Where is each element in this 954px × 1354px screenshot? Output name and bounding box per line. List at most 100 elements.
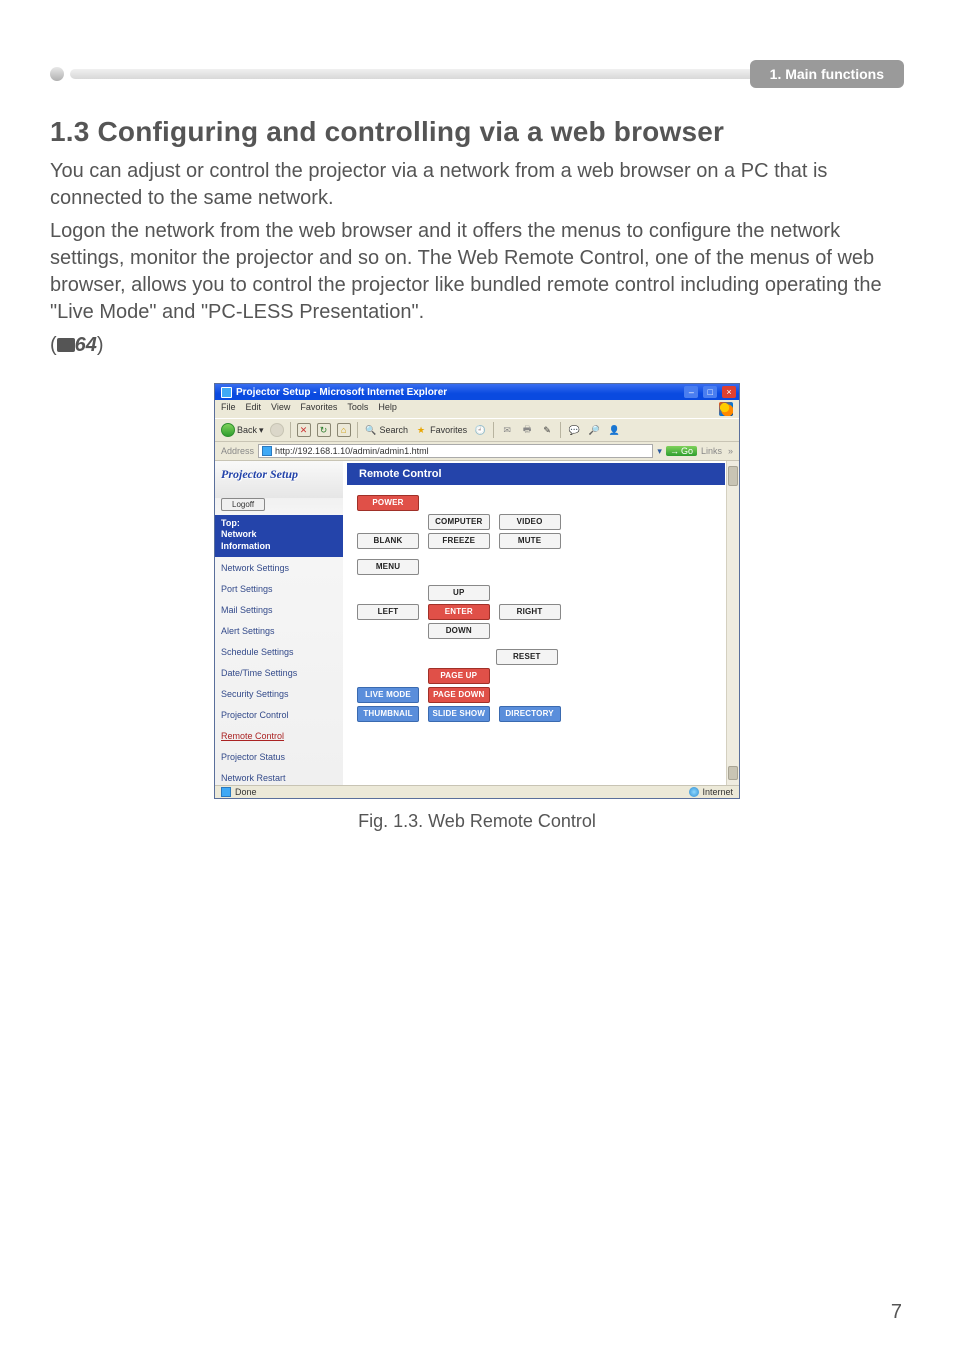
internet-zone-icon — [689, 787, 699, 797]
address-bar: Address http://192.168.1.10/admin/admin1… — [215, 442, 739, 461]
mute-button[interactable]: MUTE — [499, 533, 561, 549]
back-label: Back — [237, 425, 257, 435]
menu-help[interactable]: Help — [378, 402, 397, 416]
browser-window: Projector Setup - Microsoft Internet Exp… — [214, 383, 740, 799]
sidebar-item-network-restart[interactable]: Network Restart — [215, 767, 343, 788]
sidebar-top-line: Top: — [221, 518, 337, 529]
sidebar-item-alert-settings[interactable]: Alert Settings — [215, 620, 343, 641]
history-icon[interactable]: 🕘 — [473, 423, 487, 437]
refresh-icon[interactable]: ↻ — [317, 423, 331, 437]
livemode-button[interactable]: LIVE MODE — [357, 687, 419, 703]
page-icon — [221, 787, 231, 797]
main-panel: Remote Control POWER COMPUTER VIDEO BLAN… — [343, 461, 739, 785]
sidebar-top-block: Top: Network Information — [215, 515, 343, 557]
menu-favorites[interactable]: Favorites — [300, 402, 337, 416]
windows-flag-icon — [719, 402, 733, 416]
ie-icon — [221, 387, 232, 398]
window-title-bar[interactable]: Projector Setup - Microsoft Internet Exp… — [215, 384, 739, 400]
figure: Projector Setup - Microsoft Internet Exp… — [214, 383, 740, 832]
browser-toolbar: Back ▾ ✕ ↻ ⌂ 🔍Search ★Favorites 🕘 ✉ 🖶 ✎ … — [215, 418, 739, 442]
sidebar-item-date-time-settings[interactable]: Date/Time Settings — [215, 662, 343, 683]
scrollbar[interactable] — [726, 461, 739, 785]
thumbnail-button[interactable]: THUMBNAIL — [357, 706, 419, 722]
section-heading: 1.3 Configuring and controlling via a we… — [50, 116, 904, 148]
ref-page-number: 64 — [75, 334, 97, 356]
reset-button[interactable]: RESET — [496, 649, 558, 665]
sidebar-item-projector-status[interactable]: Projector Status — [215, 746, 343, 767]
security-zone: Internet — [689, 787, 733, 797]
page-content: Projector Setup Logoff Top: Network Info… — [215, 461, 739, 785]
left-button[interactable]: LEFT — [357, 604, 419, 620]
freeze-button[interactable]: FREEZE — [428, 533, 490, 549]
sidebar-title: Projector Setup — [215, 461, 343, 498]
sidebar-item-network-settings[interactable]: Network Settings — [215, 557, 343, 578]
header-line — [70, 69, 750, 79]
enter-button[interactable]: ENTER — [428, 604, 490, 620]
search-label: Search — [380, 425, 409, 435]
sidebar-item-schedule-settings[interactable]: Schedule Settings — [215, 641, 343, 662]
status-text: Done — [235, 787, 257, 797]
menu-tools[interactable]: Tools — [347, 402, 368, 416]
print-icon[interactable]: 🖶 — [520, 423, 534, 437]
favorites-button[interactable]: ★Favorites — [414, 423, 467, 437]
menu-button[interactable]: MENU — [357, 559, 419, 575]
remote-control-grid: POWER COMPUTER VIDEO BLANK FREEZE MUTE — [357, 495, 739, 722]
menu-file[interactable]: File — [221, 402, 236, 416]
search-button[interactable]: 🔍Search — [364, 423, 409, 437]
menu-bar: File Edit View Favorites Tools Help — [215, 400, 739, 418]
links-label: Links — [701, 446, 722, 456]
favicon-icon — [262, 446, 272, 456]
header-bullet — [50, 67, 64, 81]
menu-edit[interactable]: Edit — [246, 402, 262, 416]
power-button[interactable]: POWER — [357, 495, 419, 511]
home-icon[interactable]: ⌂ — [337, 423, 351, 437]
sidebar-item-remote-control[interactable]: Remote Control — [215, 725, 343, 746]
page-number: 7 — [891, 1301, 902, 1324]
section-header: 1. Main functions — [50, 60, 904, 88]
sidebar-item-mail-settings[interactable]: Mail Settings — [215, 599, 343, 620]
up-button[interactable]: UP — [428, 585, 490, 601]
menu-view[interactable]: View — [271, 402, 290, 416]
sidebar-item-security-settings[interactable]: Security Settings — [215, 683, 343, 704]
favorites-label: Favorites — [430, 425, 467, 435]
slideshow-button[interactable]: SLIDE SHOW — [428, 706, 490, 722]
back-button[interactable]: Back ▾ — [221, 423, 264, 437]
right-button[interactable]: RIGHT — [499, 604, 561, 620]
logoff-button[interactable]: Logoff — [221, 498, 265, 511]
sidebar: Projector Setup Logoff Top: Network Info… — [215, 461, 343, 785]
down-button[interactable]: DOWN — [428, 623, 490, 639]
blank-button[interactable]: BLANK — [357, 533, 419, 549]
forward-button[interactable] — [270, 423, 284, 437]
window-buttons: – □ × — [682, 386, 736, 398]
sidebar-item-projector-control[interactable]: Projector Control — [215, 704, 343, 725]
computer-button[interactable]: COMPUTER — [428, 514, 490, 530]
discuss-icon[interactable]: 💬 — [567, 423, 581, 437]
minimize-button[interactable]: – — [684, 386, 698, 398]
stop-icon[interactable]: ✕ — [297, 423, 311, 437]
address-url: http://192.168.1.10/admin/admin1.html — [275, 446, 429, 456]
edit-icon[interactable]: ✎ — [540, 423, 554, 437]
pagedown-button[interactable]: PAGE DOWN — [428, 687, 490, 703]
research-icon[interactable]: 🔎 — [587, 423, 601, 437]
address-input[interactable]: http://192.168.1.10/admin/admin1.html — [258, 444, 653, 458]
sidebar-item-port-settings[interactable]: Port Settings — [215, 578, 343, 599]
paragraph-2: Logon the network from the web browser a… — [50, 218, 904, 326]
book-icon — [57, 338, 75, 352]
page-reference: (64) — [50, 332, 904, 359]
video-button[interactable]: VIDEO — [499, 514, 561, 530]
maximize-button[interactable]: □ — [703, 386, 717, 398]
messenger-icon[interactable]: 👤 — [607, 423, 621, 437]
directory-button[interactable]: DIRECTORY — [499, 706, 561, 722]
go-label: Go — [681, 446, 693, 456]
panel-title: Remote Control — [347, 463, 725, 485]
pageup-button[interactable]: PAGE UP — [428, 668, 490, 684]
close-button[interactable]: × — [722, 386, 736, 398]
sidebar-top-line: Information — [221, 541, 337, 552]
zone-text: Internet — [702, 787, 733, 797]
address-label: Address — [221, 446, 254, 456]
window-title-text: Projector Setup - Microsoft Internet Exp… — [236, 387, 682, 398]
go-button[interactable]: → Go — [666, 446, 697, 456]
paragraph-1: You can adjust or control the projector … — [50, 158, 904, 212]
mail-icon[interactable]: ✉ — [500, 423, 514, 437]
header-chip: 1. Main functions — [750, 60, 904, 88]
